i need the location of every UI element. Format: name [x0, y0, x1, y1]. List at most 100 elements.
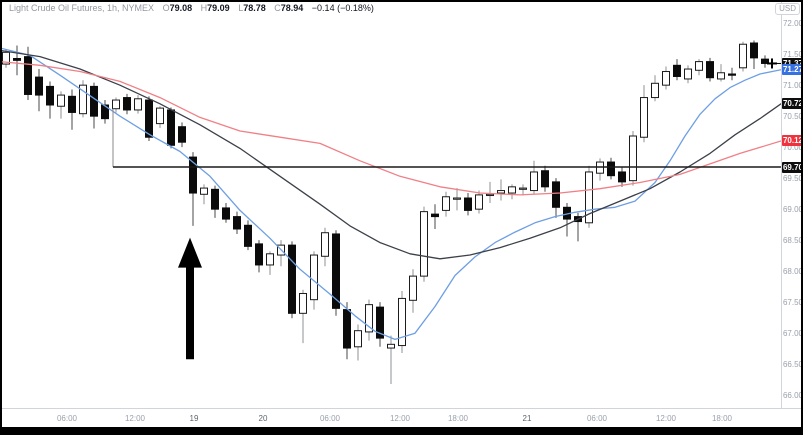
candle-body-down — [673, 64, 681, 77]
candle-body-down — [728, 73, 736, 76]
time-tick-label: 18:00 — [711, 414, 733, 423]
candle-body-up — [475, 194, 483, 210]
candle-body-down — [541, 170, 549, 188]
candle-body-up — [519, 187, 527, 190]
candle-body-down — [761, 58, 769, 64]
frame-border-left — [0, 0, 2, 435]
candle-body-down — [101, 104, 109, 120]
symbol-header[interactable]: Light Crude Oil Futures, 1h, NYMEX O 79.0… — [9, 3, 374, 13]
candle-body-up — [354, 330, 362, 348]
candle-body-up — [200, 187, 208, 195]
candle-body-down — [233, 216, 241, 230]
candle-body-up — [442, 196, 450, 211]
candle-body-up — [739, 43, 747, 69]
price-tick-label: 70.00 — [782, 143, 803, 153]
candle-body-up — [651, 82, 659, 99]
open-label: O — [162, 3, 170, 13]
price-tick-label: 69.50 — [782, 174, 803, 184]
price-tick-label: 72.00 — [782, 19, 803, 29]
candle-body-up — [684, 68, 692, 80]
change-value: −0.14 (−0.18%) — [311, 3, 374, 13]
candle-body-up — [2, 51, 10, 65]
price-tick-label: 67.50 — [782, 298, 803, 308]
candle-body-up — [420, 211, 428, 277]
frame-border-top — [0, 0, 803, 2]
time-tick-day-label: 21 — [522, 414, 532, 423]
candle-body-down — [376, 306, 384, 339]
candle-body-up — [497, 190, 505, 194]
candle-body-up — [530, 171, 538, 192]
candle-body-down — [750, 42, 758, 59]
time-axis[interactable]: 06:00 12:00 19 20 06:00 12:00 18:00 21 06:00 12:0… — [0, 408, 803, 428]
frame-border-right — [801, 0, 803, 435]
candle-body-up — [398, 297, 406, 347]
candle-body-up — [640, 97, 648, 138]
low-value: 78.78 — [243, 3, 266, 13]
candle-body-down — [90, 85, 98, 117]
time-tick-label: 12:00 — [389, 414, 411, 423]
candle-body-up — [453, 197, 461, 200]
price-badge-ma-mid-value: 70.72 — [782, 98, 803, 110]
candle-body-up — [266, 253, 274, 266]
symbol-title[interactable]: Light Crude Oil Futures, 1h, NYMEX — [9, 3, 155, 13]
candle-body-down — [343, 309, 351, 349]
price-badge-horizontal-line-value: 69.70 — [782, 161, 803, 173]
candle-body-down — [123, 97, 131, 111]
ma-slow-red[interactable] — [0, 60, 781, 196]
price-tick-label: 67.00 — [782, 329, 803, 339]
candle-body-up — [365, 304, 373, 333]
time-tick-day-label: 20 — [258, 414, 268, 423]
candle-body-down — [255, 243, 263, 266]
candle-body-down — [35, 76, 43, 96]
candle-body-up — [134, 98, 142, 111]
price-badge-ma-fast-value: 71.27 — [782, 64, 803, 76]
candle-body-up — [717, 72, 725, 80]
candle-body-up — [321, 232, 329, 257]
price-axis[interactable]: 72.00 71.50 71.00 70.50 70.00 69.50 69.00 68.50… — [781, 0, 803, 408]
price-badge-last-price: 71.37 — [782, 57, 803, 69]
candle-body-up — [695, 61, 703, 71]
high-value: 79.09 — [207, 3, 230, 13]
price-tick-label: 71.50 — [782, 50, 803, 60]
price-tick-label: 71.00 — [782, 81, 803, 91]
time-tick-label: 12:00 — [655, 414, 677, 423]
candle-body-down — [706, 61, 714, 79]
chart-pane[interactable] — [0, 0, 781, 408]
candle-body-down — [46, 85, 54, 106]
candle-body-up — [409, 275, 417, 301]
candle-body-up — [585, 171, 593, 224]
candle-body-down — [431, 213, 439, 218]
up-arrow-annotation[interactable] — [178, 237, 202, 360]
ma-fast-blue[interactable] — [0, 47, 781, 341]
high-label: H — [200, 3, 208, 13]
candle-body-up — [387, 343, 395, 349]
time-tick-day-label: 19 — [189, 414, 199, 423]
price-tick-label: 68.50 — [782, 236, 803, 246]
time-tick-label: 06:00 — [56, 414, 78, 423]
candle-body-up — [486, 193, 494, 197]
low-label: L — [238, 3, 244, 13]
time-tick-label: 06:00 — [319, 414, 341, 423]
candle-body-down — [178, 126, 186, 143]
price-badge-ma-slow-value: 70.12 — [782, 135, 803, 147]
candle-body-down — [607, 161, 615, 177]
ma-mid-black[interactable] — [0, 49, 781, 260]
close-label: C — [274, 3, 281, 13]
price-tick-label: 69.00 — [782, 205, 803, 215]
price-tick-label: 68.00 — [782, 267, 803, 277]
candle-body-up — [156, 107, 164, 125]
candle-body-down — [222, 207, 230, 220]
time-tick-label: 18:00 — [447, 414, 469, 423]
close-value: 78.94 — [280, 3, 304, 13]
candle-body-down — [211, 188, 219, 210]
candle-body-down — [244, 224, 252, 247]
candle-body-up — [629, 135, 637, 182]
candle-body-down — [24, 56, 32, 95]
candle-body-up — [299, 292, 307, 314]
time-tick-label: 12:00 — [124, 414, 146, 423]
candle-body-up — [310, 254, 318, 301]
candle-body-down — [167, 109, 175, 146]
candle-body-down — [552, 181, 560, 208]
candle-body-down — [189, 156, 197, 194]
